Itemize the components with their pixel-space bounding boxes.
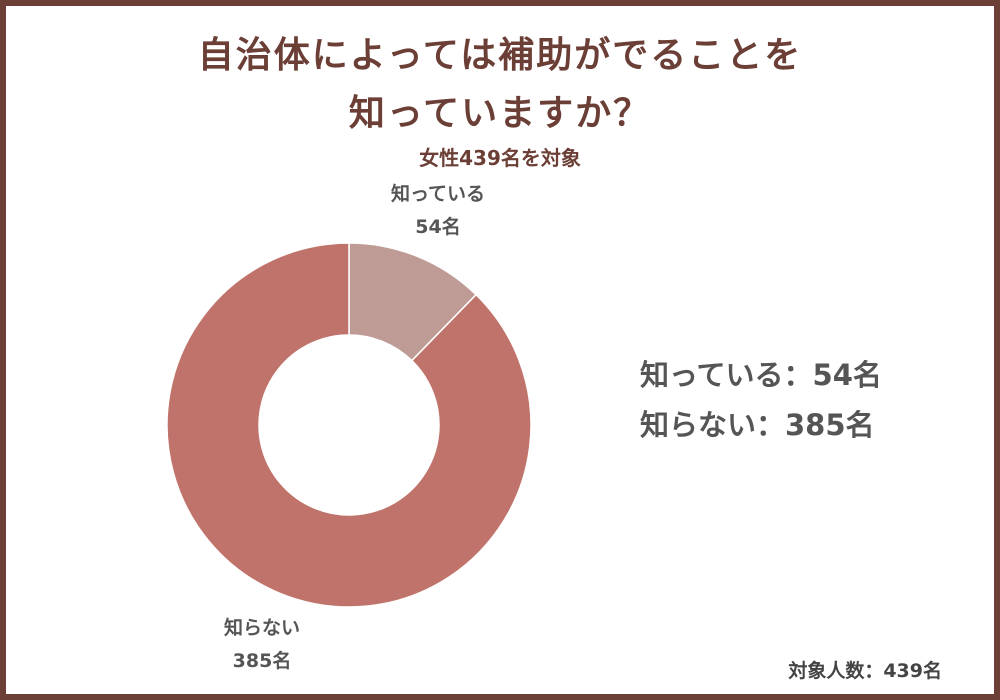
slice-label-dont-know-value: 385名 [233,649,292,672]
legend: 知っている：54名 知らない：385名 [640,350,882,450]
total-respondents: 対象人数：439名 [788,660,942,682]
chart-title-line2: 知っていますか？ [348,93,652,134]
slice-label-know-category: 知っている [391,182,485,205]
chart-title-line1: 自治体によっては補助がでることを [197,35,803,76]
chart-subtitle: 女性439名を対象 [419,146,581,170]
legend-item-know: 知っている：54名 [640,358,882,392]
slice-label-dont-know-category: 知らない [224,616,300,639]
donut-slices [166,242,532,608]
slice-dont-know [166,242,532,608]
legend-item-dont-know: 知らない：385名 [640,408,875,442]
slice-label-know-value: 54名 [415,215,460,238]
